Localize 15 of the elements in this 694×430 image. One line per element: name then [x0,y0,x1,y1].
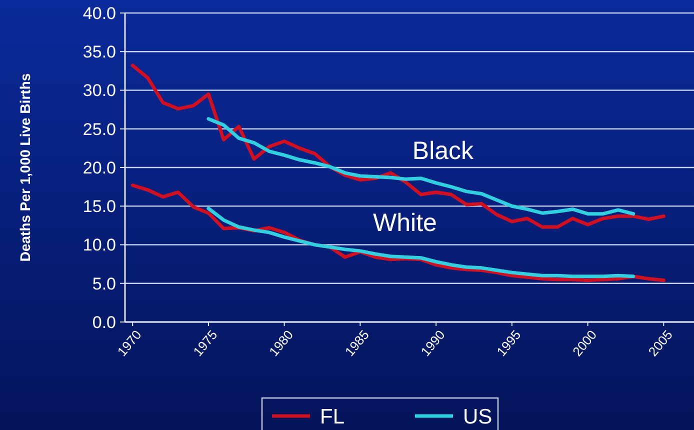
legend-label: US [463,405,492,428]
annotation: Black [412,136,474,165]
y-tick-label: 5.0 [92,274,116,294]
y-tick-label: 30.0 [82,81,116,100]
y-tick-label: 20.0 [82,158,116,178]
y-tick-label: 15.0 [82,197,116,216]
y-axis-title: Deaths Per 1,000 Live Births [17,73,33,262]
y-tick-label: 25.0 [82,120,116,139]
y-tick-label: 10.0 [82,236,116,255]
legend-label: FL [320,405,345,428]
annotation: White [373,208,437,237]
line-series [206,206,636,278]
y-tick-label: 35.0 [82,42,116,62]
y-tick-label: 40.0 [82,4,116,23]
y-tick-label: 0.0 [92,312,116,332]
